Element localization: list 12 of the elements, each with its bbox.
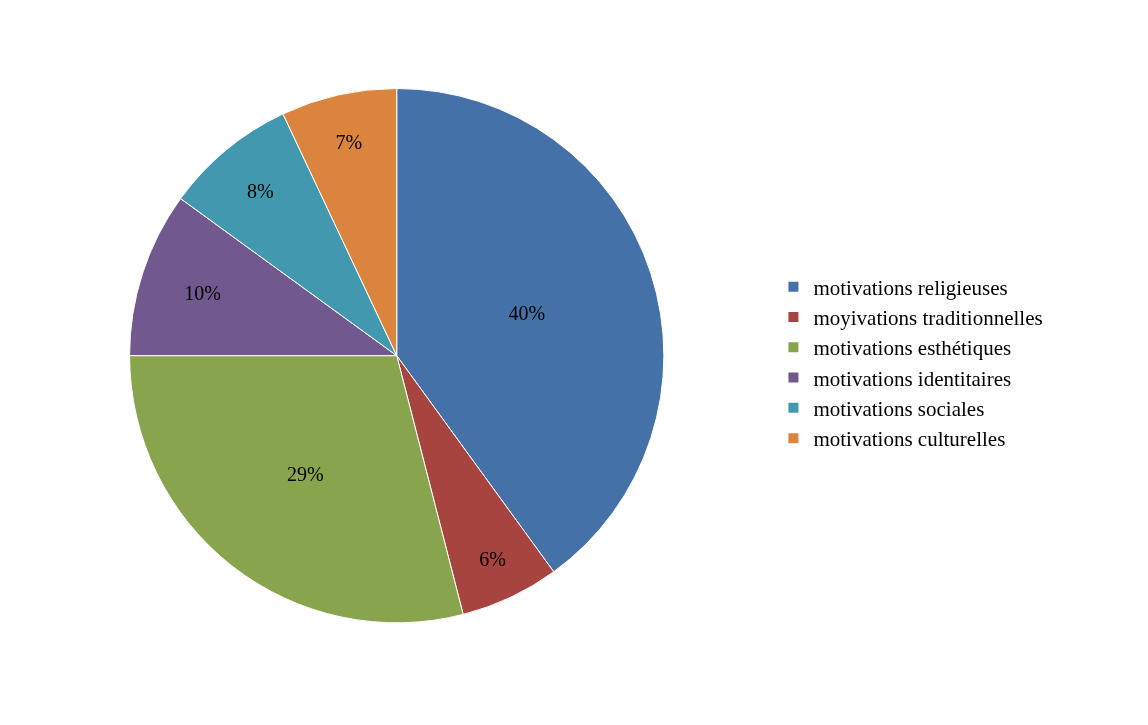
legend-label: motivations sociales [813,397,985,422]
data-label: 40% [508,302,546,325]
data-label: 8% [247,179,274,202]
data-label: 10% [184,281,221,304]
legend-label: motivations culturelles [813,427,1006,452]
legend-label: motivations identitaires [813,366,1012,391]
data-label: 29% [286,462,324,485]
legend-label: moyivations traditionnelles [813,306,1043,331]
legend-label: motivations religieuses [813,275,1008,300]
data-label: 6% [479,548,506,571]
legend-label: motivations esthétiques [813,336,1012,361]
data-label: 7% [335,130,363,153]
